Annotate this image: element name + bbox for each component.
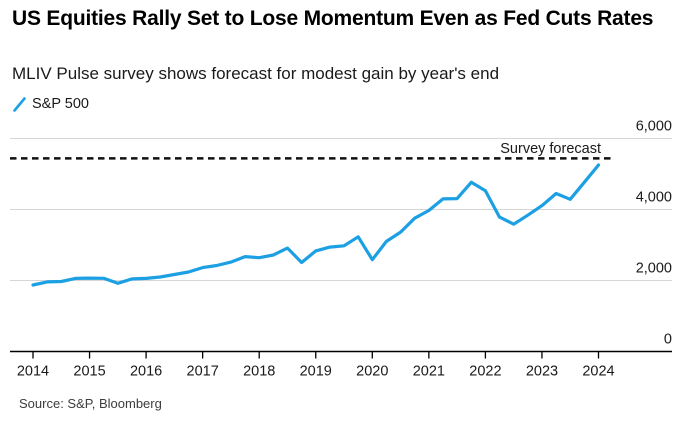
x-tick-label: 2014 (17, 364, 49, 380)
x-tick-label: 2024 (582, 364, 614, 380)
y-tick-label: 2,000 (636, 261, 672, 277)
x-tick-label: 2015 (73, 364, 105, 380)
x-tick-label: 2017 (187, 364, 219, 380)
x-tick-label: 2022 (469, 364, 501, 380)
x-tick-label: 2020 (356, 364, 388, 380)
x-tick-label: 2019 (300, 364, 332, 380)
survey-forecast-label: Survey forecast (500, 141, 601, 157)
x-tick-label: 2023 (526, 364, 558, 380)
sp500-line-chart: Survey forecast 6,000 4,000 2,000 0 2014 2015 2… (10, 119, 672, 380)
legend-label-sp500: S&P 500 (32, 96, 89, 112)
y-tick-label: 6,000 (636, 119, 672, 135)
x-tick-label: 2021 (413, 364, 445, 380)
sp500-slash-icon (13, 96, 26, 112)
chart-subtitle: MLIV Pulse survey shows forecast for mod… (12, 64, 500, 83)
source-note: Source: S&P, Bloomberg (19, 396, 162, 411)
legend: S&P 500 (13, 96, 89, 112)
y-tick-label: 0 (664, 332, 672, 348)
sp500-line (31, 163, 601, 287)
x-tick-label: 2016 (130, 364, 162, 380)
x-tick-label: 2018 (243, 364, 275, 380)
chart-title: US Equities Rally Set to Lose Momentum E… (12, 7, 654, 30)
y-tick-label: 4,000 (636, 190, 672, 206)
